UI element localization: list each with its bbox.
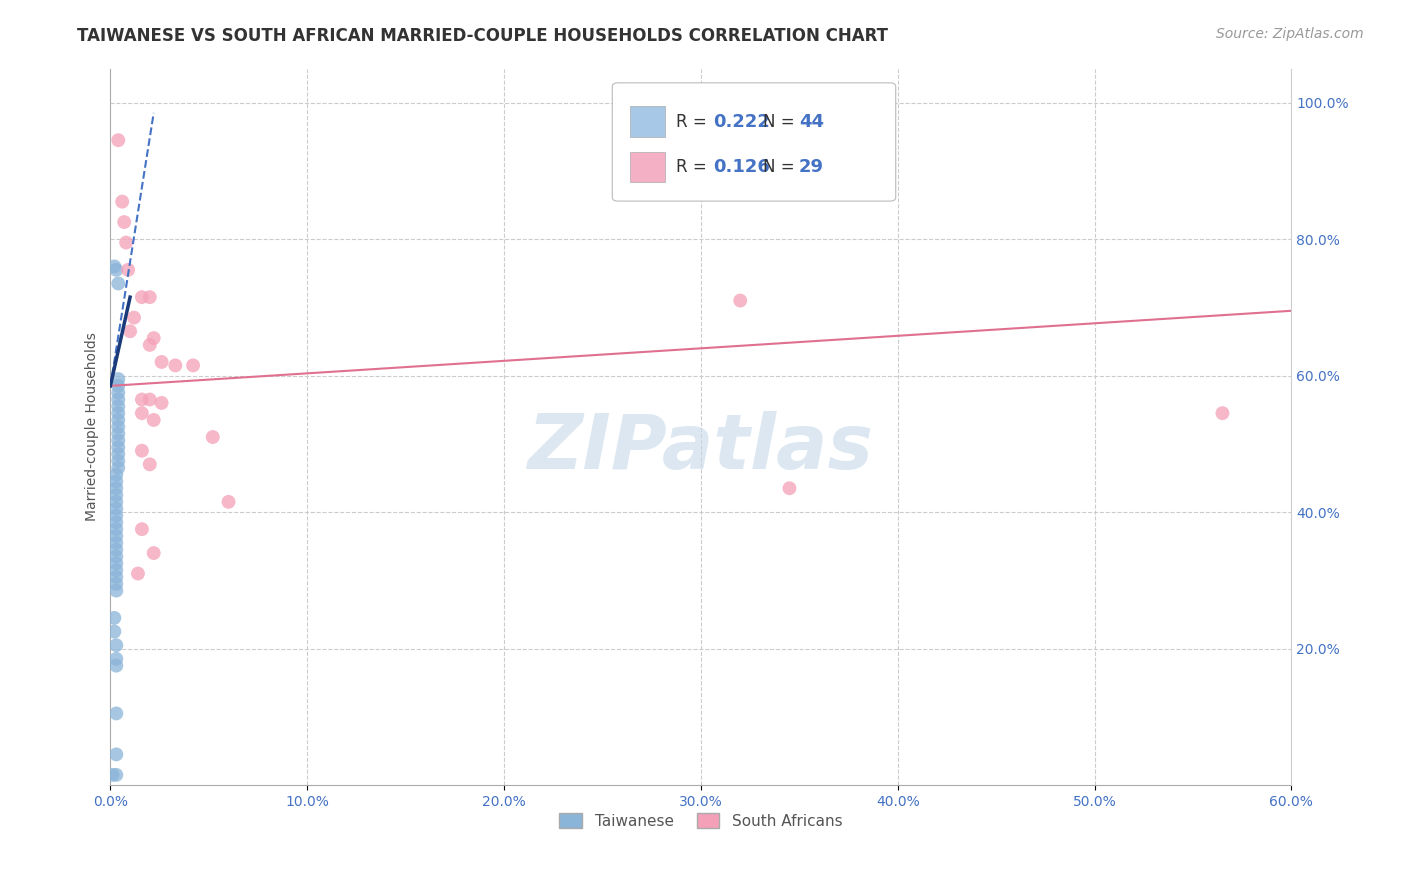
Point <box>778 481 800 495</box>
Point <box>131 443 153 458</box>
Point <box>107 460 129 475</box>
Point <box>107 392 129 407</box>
Point <box>107 447 129 461</box>
Point <box>105 481 128 495</box>
Point <box>107 379 129 393</box>
Text: TAIWANESE VS SOUTH AFRICAN MARRIED-COUPLE HOUSEHOLDS CORRELATION CHART: TAIWANESE VS SOUTH AFRICAN MARRIED-COUPL… <box>77 27 889 45</box>
Point <box>107 426 129 441</box>
Point <box>105 516 128 530</box>
Point <box>107 400 129 414</box>
Point <box>107 413 129 427</box>
Text: Source: ZipAtlas.com: Source: ZipAtlas.com <box>1216 27 1364 41</box>
Point <box>150 355 173 369</box>
Y-axis label: Married-couple Households: Married-couple Households <box>86 333 100 521</box>
Point <box>103 260 125 274</box>
Text: 44: 44 <box>799 113 824 131</box>
Text: R =: R = <box>676 113 707 131</box>
Point <box>112 215 135 229</box>
Point <box>107 133 129 147</box>
Point <box>105 638 128 652</box>
Point <box>111 194 134 209</box>
Point <box>103 624 125 639</box>
Point <box>165 359 187 373</box>
Legend: Taiwanese, South Africans: Taiwanese, South Africans <box>554 806 848 835</box>
Point <box>150 396 173 410</box>
Point <box>142 546 165 560</box>
Text: ZIPatlas: ZIPatlas <box>527 411 875 485</box>
Point <box>105 263 128 277</box>
Point <box>107 372 129 386</box>
Point <box>117 263 139 277</box>
FancyBboxPatch shape <box>630 106 665 136</box>
Point <box>105 508 128 523</box>
Point <box>105 563 128 577</box>
Point <box>131 406 153 420</box>
Text: 0.222: 0.222 <box>713 113 769 131</box>
Point <box>115 235 138 250</box>
Point <box>107 419 129 434</box>
Point <box>139 458 162 472</box>
Point <box>105 549 128 564</box>
Point <box>105 529 128 543</box>
Point <box>131 290 153 304</box>
Point <box>139 392 162 407</box>
FancyBboxPatch shape <box>630 152 665 182</box>
Point <box>105 576 128 591</box>
Point <box>105 495 128 509</box>
Point <box>181 359 204 373</box>
Text: 0.126: 0.126 <box>713 159 769 177</box>
Point <box>101 768 124 782</box>
Point <box>201 430 224 444</box>
Point <box>728 293 751 308</box>
Point <box>127 566 149 581</box>
Point <box>103 611 125 625</box>
Point <box>139 290 162 304</box>
Point <box>105 768 128 782</box>
Point <box>105 475 128 489</box>
Point <box>105 570 128 584</box>
Point <box>139 338 162 352</box>
Point <box>142 331 165 345</box>
Text: R =: R = <box>676 159 707 177</box>
Point <box>1211 406 1233 420</box>
Point <box>107 454 129 468</box>
Point <box>120 324 142 338</box>
Point <box>105 747 128 762</box>
Point <box>105 536 128 550</box>
Point <box>105 542 128 557</box>
Point <box>105 556 128 570</box>
Point <box>105 488 128 502</box>
Point <box>107 277 129 291</box>
Point <box>107 385 129 400</box>
Point <box>107 440 129 454</box>
Point <box>105 467 128 482</box>
Point <box>142 413 165 427</box>
Point <box>131 392 153 407</box>
Point <box>105 583 128 598</box>
Point <box>122 310 145 325</box>
Point <box>105 706 128 721</box>
Text: 29: 29 <box>799 159 824 177</box>
Point <box>105 652 128 666</box>
Text: N =: N = <box>763 159 794 177</box>
Point <box>107 434 129 448</box>
Point <box>105 658 128 673</box>
Point <box>131 522 153 536</box>
Point <box>107 406 129 420</box>
FancyBboxPatch shape <box>612 83 896 201</box>
Point <box>105 501 128 516</box>
Point <box>105 522 128 536</box>
Point <box>218 495 240 509</box>
Text: N =: N = <box>763 113 794 131</box>
